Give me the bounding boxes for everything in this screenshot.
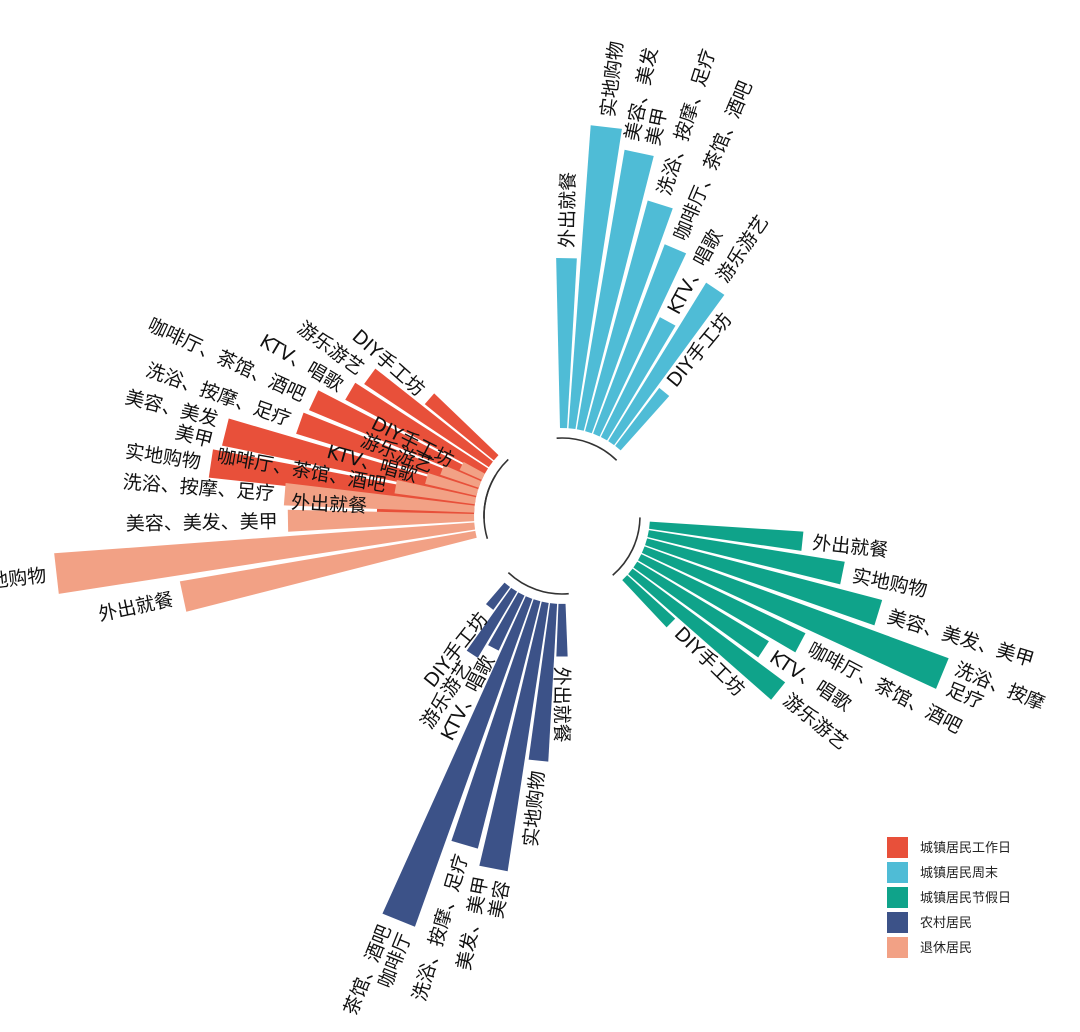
bar-label-2-游乐游艺: 游乐游艺 [712, 211, 773, 286]
legend-swatch-2 [887, 862, 908, 883]
bar-label-5-实地购物: 实地购物 [0, 565, 47, 595]
bar-5-咖啡厅-茶馆-酒吧 [394, 479, 477, 505]
bar-3-DIY手工坊 [622, 575, 676, 628]
bar-4-咖啡厅-茶馆-酒吧 [382, 596, 533, 927]
bar-5-KTV-唱歌 [425, 473, 479, 496]
bar-5-美容-美发-美甲 [287, 509, 475, 532]
bar-5-实地购物 [54, 522, 476, 594]
bar-2-外出就餐 [556, 257, 577, 429]
bar-label-1-外出就餐: 外出就餐 [291, 491, 368, 517]
bar-4-KTV-唱歌 [488, 592, 525, 651]
inner-ring-arc [612, 517, 641, 576]
legend-label-1: 城镇居民工作日 [920, 841, 1011, 856]
inner-ring-arc [507, 572, 569, 595]
bar-1-咖啡厅-茶馆-酒吧 [308, 390, 484, 483]
bar-2-咖啡厅-茶馆-酒吧 [593, 244, 687, 437]
bar-3-咖啡厅-茶馆-酒吧 [637, 554, 806, 653]
bar-5-洗浴-按摩-足疗 [283, 483, 475, 513]
bar-label-2-实地购物: 实地购物 [597, 40, 627, 118]
bar-2-KTV-唱歌 [600, 317, 676, 441]
bar-2-DIY手工坊 [615, 387, 670, 451]
legend-swatch-5 [887, 937, 908, 958]
bar-3-游乐游艺 [628, 568, 786, 700]
bar-label-4-外出就餐: 外出就餐 [550, 667, 572, 743]
bars-layer [54, 125, 949, 927]
bar-3-外出就餐 [649, 521, 804, 551]
bar-1-洗浴-按摩-足疗 [296, 412, 481, 490]
bar-3-实地购物 [647, 530, 845, 585]
bar-3-美容-美发-美甲 [645, 538, 883, 626]
bar-label-3-外出就餐: 外出就餐 [811, 532, 889, 562]
bar-2-美容-美发-美甲 [576, 149, 654, 431]
bar-4-洗浴-按摩-足疗 [451, 599, 541, 849]
bar-label-2-外出就餐: 外出就餐 [556, 172, 579, 248]
bar-3-KTV-唱歌 [633, 561, 769, 658]
bar-4-美容-美发-美甲 [479, 601, 549, 872]
bar-label-4-咖啡厅-茶馆-酒吧: 茶馆、酒吧咖啡厅 [340, 922, 416, 1027]
legend-label-3: 城镇居民节假日 [920, 891, 1011, 906]
inner-ring-arc [483, 474, 497, 539]
inner-ring-arc [556, 437, 618, 461]
bar-label-5-美容-美发-美甲: 美容、美发、美甲 [126, 511, 278, 536]
legend-swatch-3 [887, 887, 908, 908]
legend-swatch-1 [887, 837, 908, 858]
bar-5-游乐游艺 [440, 465, 482, 488]
legend-label-5: 退休居民 [920, 941, 972, 956]
legend-swatch-4 [887, 912, 908, 933]
bar-4-外出就餐 [556, 603, 568, 657]
bar-1-美容-美发-美甲 [222, 418, 478, 499]
bar-label-5-外出就餐: 外出就餐 [96, 589, 175, 626]
bar-label-4-实地购物: 实地购物 [520, 770, 549, 848]
bar-3-洗浴-按摩-足疗 [641, 546, 949, 689]
legend-label-2: 城镇居民周末 [920, 866, 998, 881]
bar-4-游乐游艺 [466, 587, 518, 658]
bar-2-实地购物 [568, 125, 622, 430]
bar-1-KTV-唱歌 [345, 382, 489, 475]
legend-label-4: 农村居民 [920, 916, 972, 931]
bar-1-游乐游艺 [364, 368, 493, 468]
bar-4-DIY手工坊 [485, 582, 511, 610]
bar-4-实地购物 [528, 603, 558, 762]
bar-5-外出就餐 [179, 530, 477, 612]
inner-ring-arcs [483, 437, 641, 595]
bar-1-DIY手工坊 [424, 393, 499, 461]
bar-5-DIY手工坊 [459, 461, 485, 480]
bar-2-洗浴-按摩-足疗 [585, 200, 673, 434]
bar-2-游乐游艺 [608, 282, 725, 446]
